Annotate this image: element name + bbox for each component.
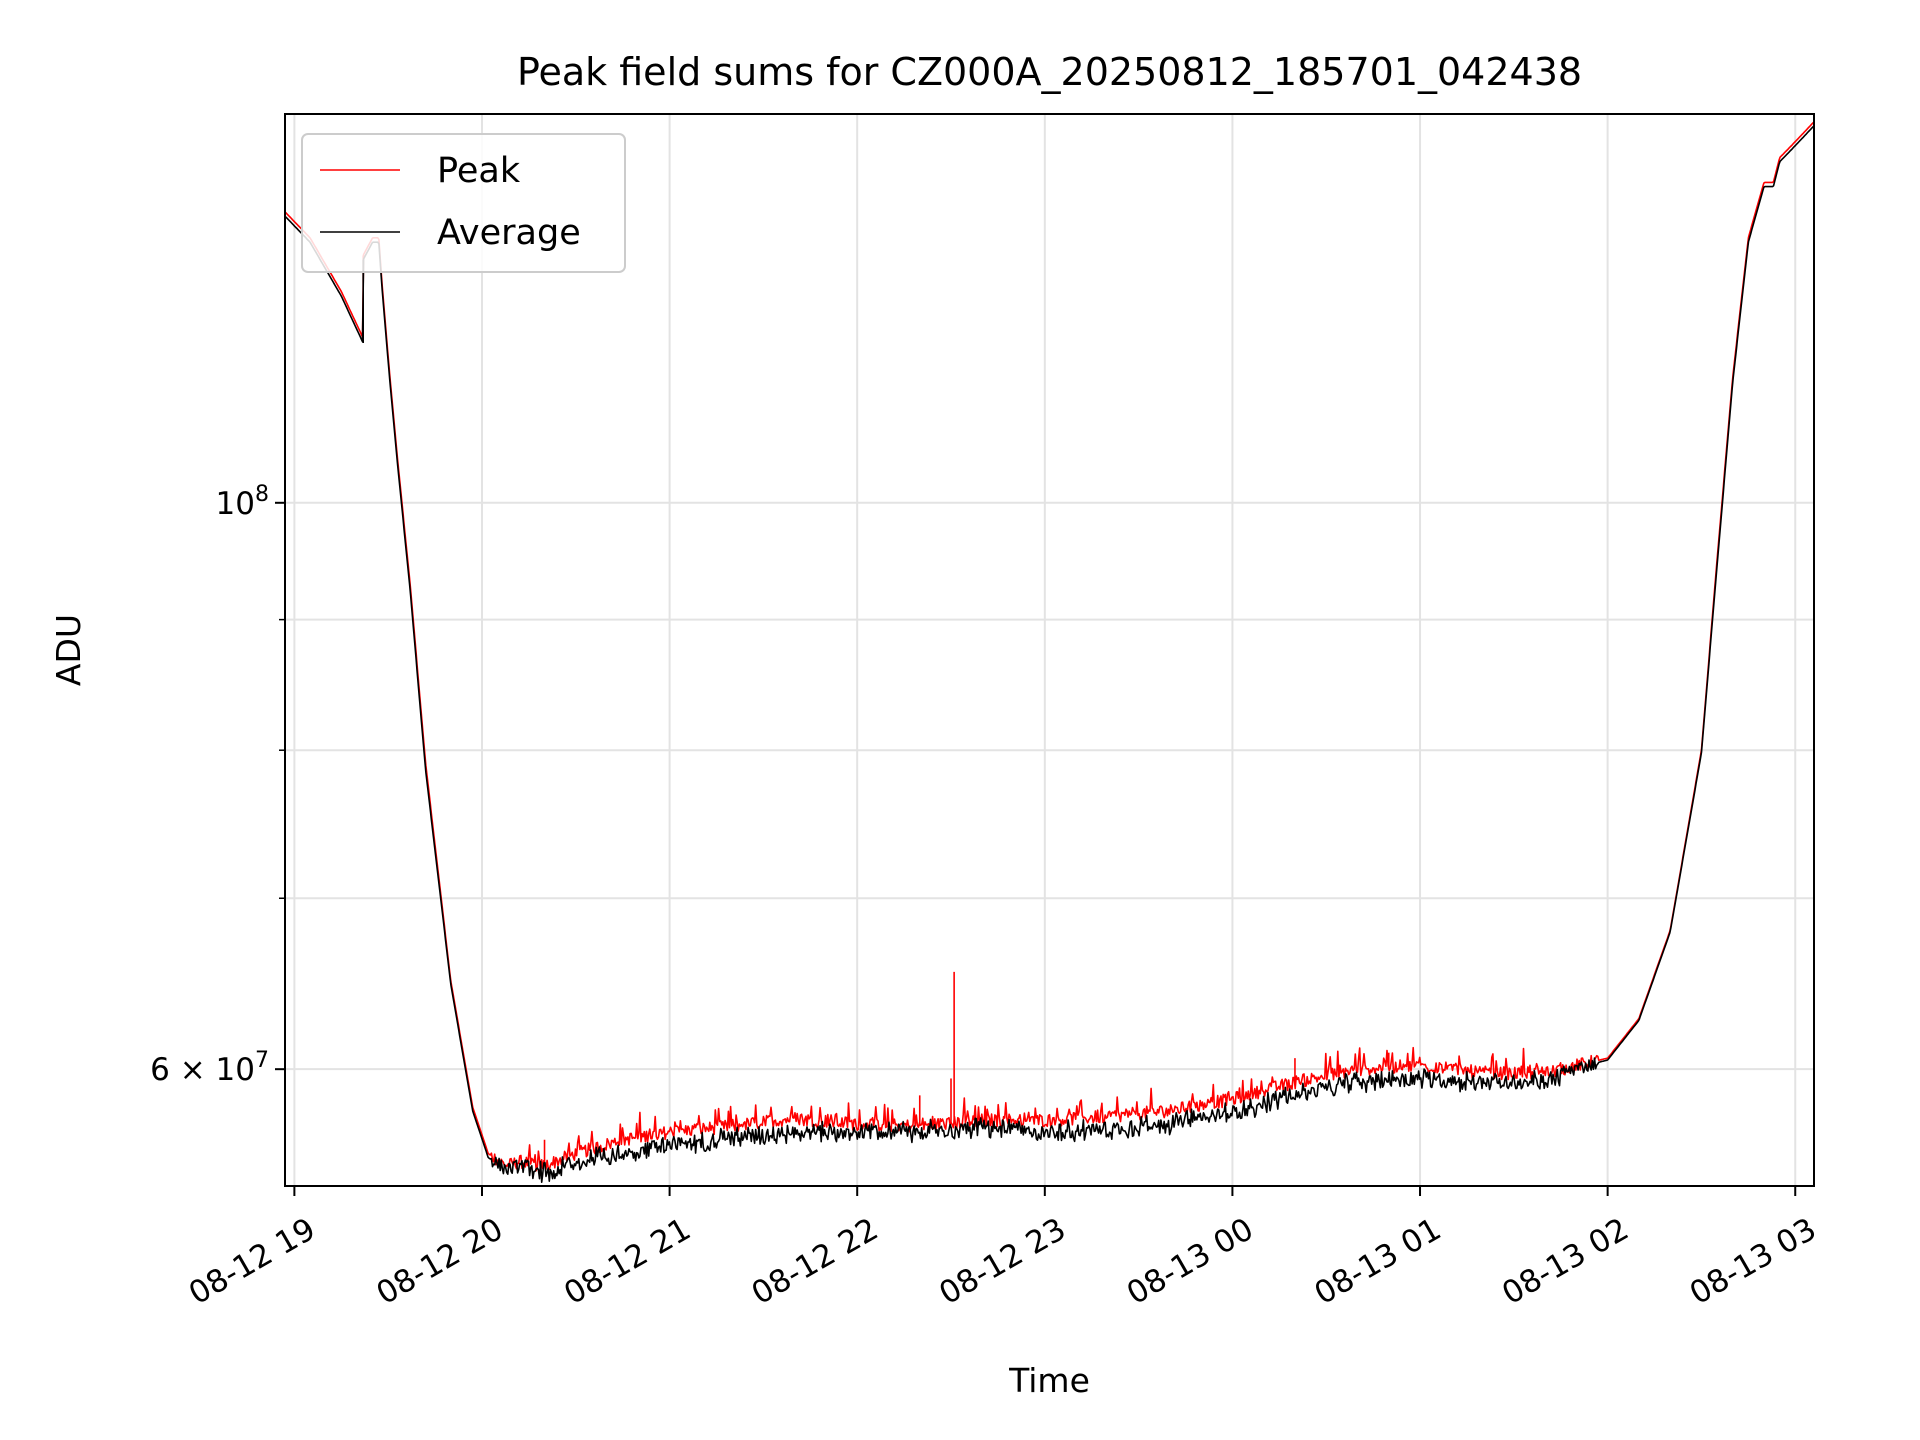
- y-tick-label: 6 × 107: [150, 1048, 269, 1088]
- legend-label-average: Average: [437, 213, 581, 253]
- x-axis-label: Time: [1008, 1361, 1090, 1400]
- y-tick-label: 108: [216, 482, 269, 522]
- chart-title: Peak field sums for CZ000A_20250812_1857…: [517, 50, 1582, 94]
- y-tick-label-base: 10: [216, 486, 255, 522]
- axes-frame: [284, 113, 1815, 1187]
- y-tick-label-base: 6 × 10: [150, 1052, 255, 1088]
- series-line-average: [284, 125, 1815, 1183]
- y-axis: 108 6 × 107: [150, 482, 285, 1088]
- y-tick-label-exponent: 7: [255, 1048, 269, 1073]
- legend-label-peak: Peak: [437, 151, 521, 191]
- grid: [285, 114, 1814, 1186]
- y-axis-label: ADU: [49, 614, 88, 686]
- legend: Peak Average: [301, 133, 626, 273]
- legend-box: [301, 133, 626, 273]
- y-tick-label-exponent: 8: [255, 482, 269, 507]
